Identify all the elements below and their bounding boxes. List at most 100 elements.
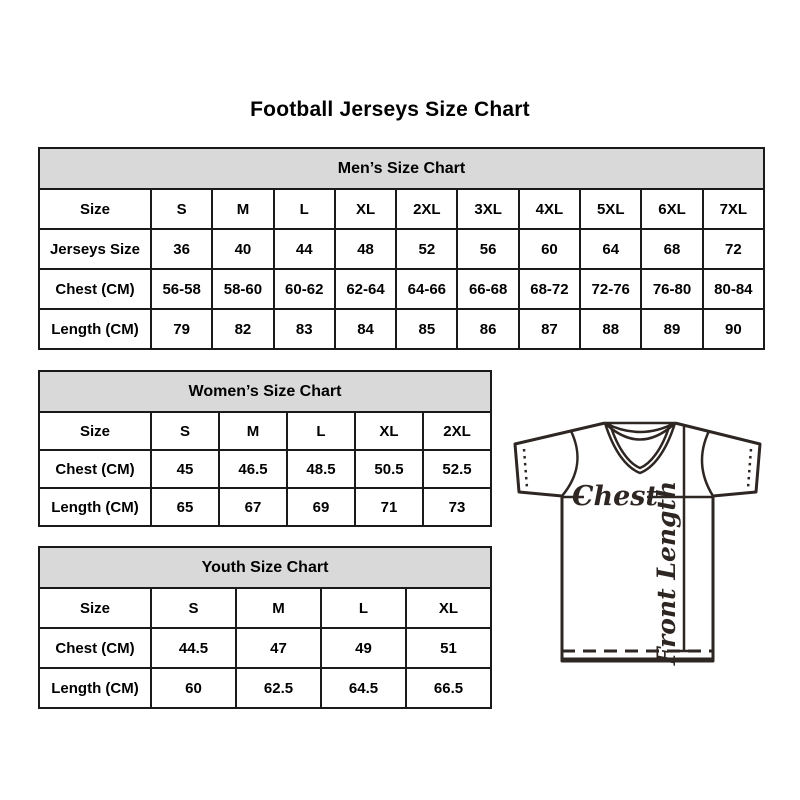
youth-cell: 64.5 <box>320 667 407 709</box>
mens-size-table: Men’s Size Chart Size S M L XL 2XL 3XL 4XL 5XL 6X… <box>38 147 766 350</box>
women-col-header: S <box>150 411 220 451</box>
men-cell: 76-80 <box>640 268 704 310</box>
women-col-header: L <box>286 411 356 451</box>
youth-row-label: Size <box>38 587 152 629</box>
men-cell: 80-84 <box>701 268 766 310</box>
youth-cell: 47 <box>235 627 322 669</box>
men-cell: 72-76 <box>579 268 643 310</box>
youth-col-header: S <box>150 587 237 629</box>
men-cell: 89 <box>640 308 704 350</box>
women-cell: 46.5 <box>218 449 288 489</box>
women-cell: 71 <box>354 487 424 527</box>
women-cell: 45 <box>150 449 220 489</box>
men-cell: 68 <box>640 228 704 270</box>
men-cell: 82 <box>211 308 275 350</box>
men-cell: 60 <box>517 228 582 270</box>
men-row-2: Chest (CM) 56-58 58-60 60-62 62-64 64-66 66-68… <box>38 268 766 310</box>
youth-cell: 44.5 <box>150 627 237 669</box>
left-sleeve-stitch-line <box>522 448 529 489</box>
mens-table-title-row: Men’s Size Chart <box>38 147 765 190</box>
men-cell: 60-62 <box>272 268 336 310</box>
vneck-inner-line <box>608 423 672 470</box>
chest-label: Chest <box>572 481 658 512</box>
men-cell: 64 <box>579 228 643 270</box>
women-cell: 52.5 <box>422 449 492 489</box>
vneck-outer-line <box>603 422 677 475</box>
men-col-header: XL <box>333 188 398 230</box>
youth-cell: 49 <box>320 627 407 669</box>
women-cell: 67 <box>218 487 288 527</box>
women-row-2: Length (CM) 65 67 69 71 73 <box>38 487 492 527</box>
men-cell: 56 <box>456 228 520 270</box>
men-cell: 66-68 <box>456 268 520 310</box>
right-armhole-seam <box>700 430 715 497</box>
men-cell: 79 <box>149 308 214 350</box>
men-row-label: Jerseys Size <box>38 228 152 270</box>
women-col-header: M <box>218 411 288 451</box>
front-length-label: Front Length <box>652 481 681 666</box>
men-row-label: Length (CM) <box>38 308 152 350</box>
youth-row-0: Size S M L XL <box>38 587 492 629</box>
women-row-1: Chest (CM) 45 46.5 48.5 50.5 52.5 <box>38 449 492 489</box>
men-row-label: Chest (CM) <box>38 268 152 310</box>
men-col-header: S <box>149 188 214 230</box>
womens-table-title: Women’s Size Chart <box>38 370 492 413</box>
men-row-0: Size S M L XL 2XL 3XL 4XL 5XL 6XL 7XL <box>38 188 766 230</box>
men-cell: 48 <box>333 228 398 270</box>
youth-col-header: XL <box>405 587 492 629</box>
men-col-header: 6XL <box>640 188 704 230</box>
women-cell: 50.5 <box>354 449 424 489</box>
men-cell: 83 <box>272 308 336 350</box>
womens-size-table: Women’s Size Chart Size S M L XL 2XL Chest (CM… <box>38 370 492 527</box>
men-col-header: 7XL <box>701 188 766 230</box>
youth-row-2: Length (CM) 60 62.5 64.5 66.5 <box>38 667 492 709</box>
youth-row-label: Length (CM) <box>38 667 152 709</box>
men-cell: 90 <box>701 308 766 350</box>
women-row-label: Chest (CM) <box>38 449 152 489</box>
men-cell: 64-66 <box>395 268 459 310</box>
men-cell: 86 <box>456 308 520 350</box>
youth-cell: 62.5 <box>235 667 322 709</box>
women-cell: 48.5 <box>286 449 356 489</box>
youth-table-title: Youth Size Chart <box>38 546 492 589</box>
youth-cell: 60 <box>150 667 237 709</box>
men-cell: 87 <box>517 308 582 350</box>
men-cell: 56-58 <box>149 268 214 310</box>
youth-col-header: M <box>235 587 322 629</box>
men-col-header: M <box>211 188 275 230</box>
left-armhole-seam <box>561 430 579 497</box>
men-col-header: 4XL <box>517 188 582 230</box>
men-cell: 44 <box>272 228 336 270</box>
men-cell: 58-60 <box>211 268 275 310</box>
men-row-label: Size <box>38 188 152 230</box>
men-cell: 72 <box>701 228 766 270</box>
men-cell: 36 <box>149 228 214 270</box>
women-cell: 69 <box>286 487 356 527</box>
women-row-label: Length (CM) <box>38 487 152 527</box>
men-cell: 40 <box>211 228 275 270</box>
men-col-header: L <box>272 188 336 230</box>
men-cell: 68-72 <box>517 268 582 310</box>
youth-size-table: Youth Size Chart Size S M L XL Chest (CM) 44.5… <box>38 546 492 709</box>
women-col-header: XL <box>354 411 424 451</box>
mens-table-title: Men’s Size Chart <box>38 147 765 190</box>
men-cell: 84 <box>333 308 398 350</box>
men-col-header: 2XL <box>395 188 459 230</box>
youth-row-1: Chest (CM) 44.5 47 49 51 <box>38 627 492 669</box>
youth-col-header: L <box>320 587 407 629</box>
jersey-measurement-diagram: Chest Front Length <box>505 408 775 668</box>
right-sleeve-stitch-line <box>746 448 753 489</box>
women-cell: 73 <box>422 487 492 527</box>
men-row-3: Length (CM) 79 82 83 84 85 86 87 88 89 90 <box>38 308 766 350</box>
men-row-1: Jerseys Size 36 40 44 48 52 56 60 64 68 72 <box>38 228 766 270</box>
youth-table-title-row: Youth Size Chart <box>38 546 492 589</box>
men-col-header: 3XL <box>456 188 520 230</box>
youth-row-label: Chest (CM) <box>38 627 152 669</box>
youth-cell: 66.5 <box>405 667 492 709</box>
men-cell: 52 <box>395 228 459 270</box>
womens-table-title-row: Women’s Size Chart <box>38 370 492 413</box>
youth-cell: 51 <box>405 627 492 669</box>
men-cell: 85 <box>395 308 459 350</box>
women-row-0: Size S M L XL 2XL <box>38 411 492 451</box>
